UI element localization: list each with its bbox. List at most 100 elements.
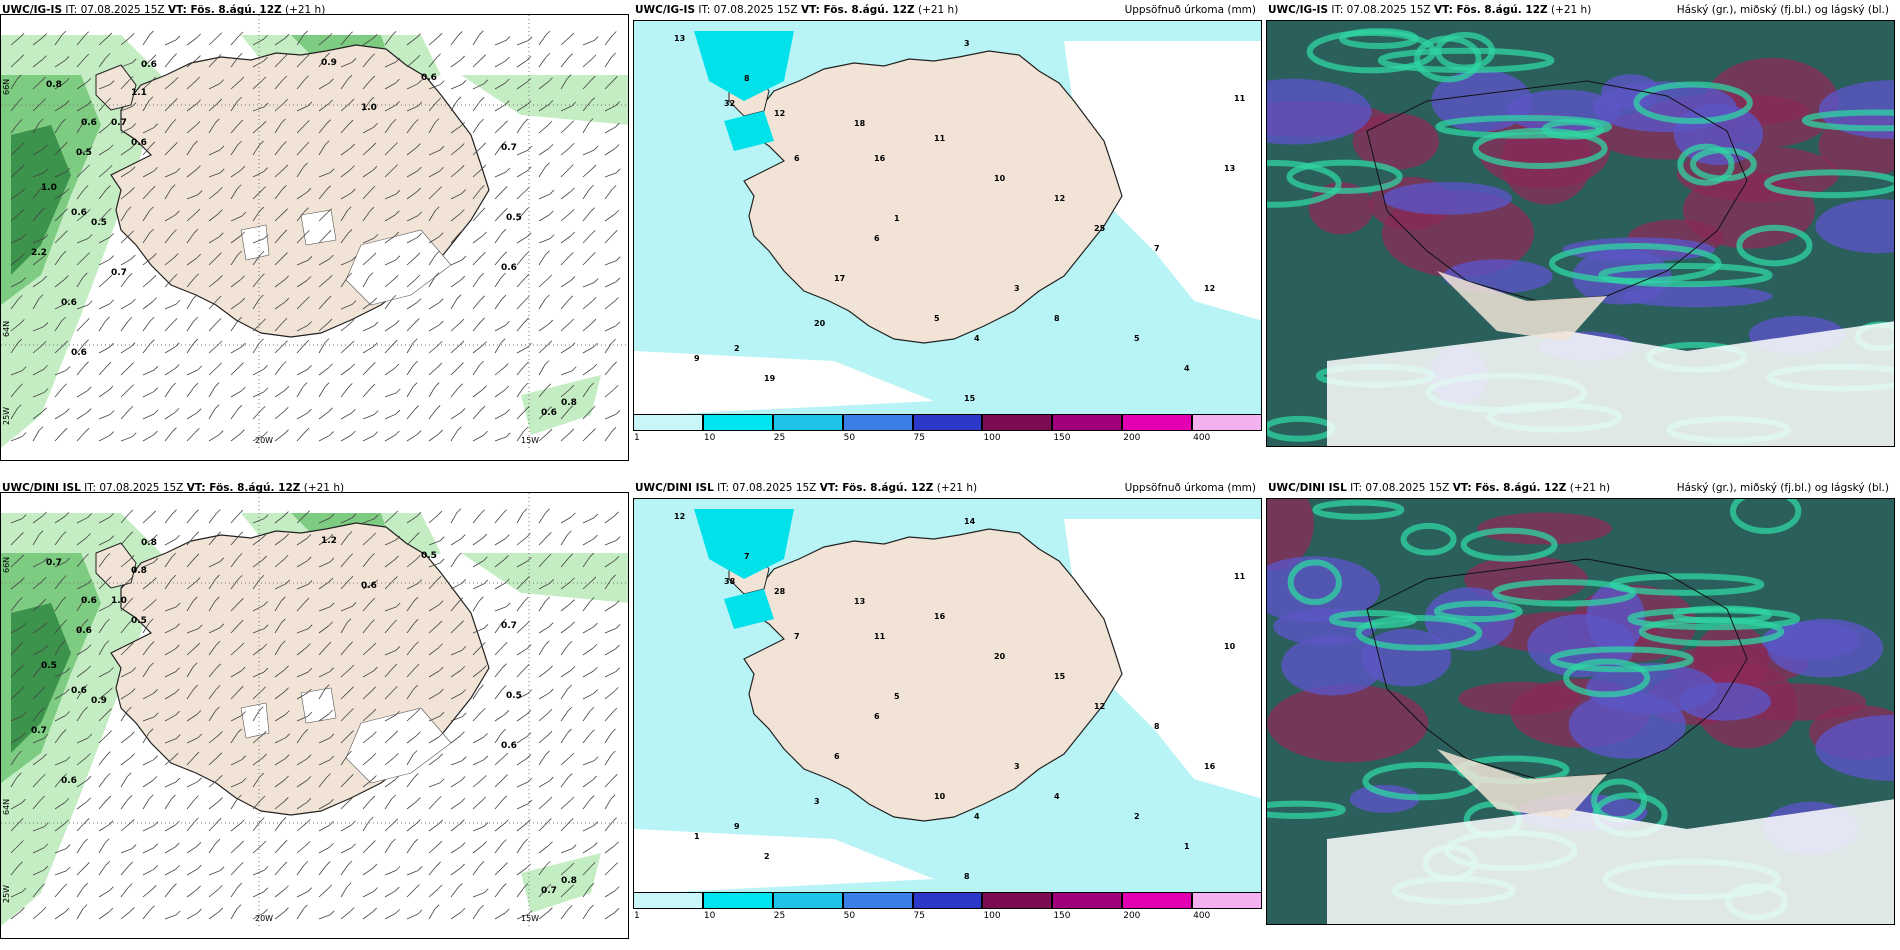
colorbar-tick: 100 xyxy=(983,433,1001,443)
colorbar-tick: 10 xyxy=(703,433,716,443)
map-canvas xyxy=(1267,499,1894,924)
panel-dini-wind: UWC/DINI ISL IT: 07.08.2025 15Z VT: Fös.… xyxy=(0,478,629,939)
colorbar-tick: 50 xyxy=(843,433,856,443)
precip-value: 0.8 xyxy=(131,566,147,576)
valid-time: VT: Fös. 8.ágú. 12Z xyxy=(1433,4,1548,16)
colorbar-tick: 25 xyxy=(773,911,786,921)
colorbar-segment xyxy=(633,892,703,909)
precip-value: 6 xyxy=(874,234,880,243)
colorbar-segment xyxy=(842,414,913,431)
panel-igis-precip: UWC/IG-IS IT: 07.08.2025 15Z VT: Fös. 8.… xyxy=(633,0,1262,447)
graticule xyxy=(1,493,628,926)
precip-value: 0.6 xyxy=(81,596,97,606)
lead-time: (+21 h) xyxy=(1569,482,1611,494)
precip-value: 0.5 xyxy=(76,148,92,158)
precip-value: 0.6 xyxy=(71,348,87,358)
colorbar-segment xyxy=(982,892,1053,909)
precip-value: 0.6 xyxy=(541,408,557,418)
init-time: IT: 07.08.2025 15Z xyxy=(1331,4,1431,16)
precip-value: 32 xyxy=(724,99,735,108)
heavy-precip xyxy=(694,509,794,629)
precip-value: 0.6 xyxy=(501,263,517,273)
precip-value: 0.8 xyxy=(561,398,577,408)
colorbar-segment xyxy=(912,414,983,431)
precip-value: 0.6 xyxy=(361,581,377,591)
clear-areas xyxy=(1327,321,1894,446)
precip-value: 3 xyxy=(1014,284,1020,293)
precip-value: 11 xyxy=(1234,572,1246,581)
precip-value: 0.7 xyxy=(111,268,127,278)
colorbar-segment xyxy=(633,414,703,431)
precip-value: 11 xyxy=(934,134,946,143)
colorbar-segment xyxy=(702,414,773,431)
panel-header: UWC/DINI ISL IT: 07.08.2025 15Z VT: Fös.… xyxy=(1266,478,1895,498)
panel-igis-wind: UWC/IG-IS IT: 07.08.2025 15Z VT: Fös. 8.… xyxy=(0,0,629,461)
colorbar-tick: 150 xyxy=(1053,911,1071,921)
wind-barbs xyxy=(10,508,621,920)
axis-labels: 20W 15W 66N 64N 25W xyxy=(2,557,539,923)
init-time: IT: 07.08.2025 15Z xyxy=(84,482,184,494)
precip-value: 1.1 xyxy=(131,88,147,98)
colorbar-tick: 150 xyxy=(1053,433,1071,443)
valid-time: VT: Fös. 8.ágú. 12Z xyxy=(800,4,915,16)
model-name: UWC/IG-IS xyxy=(2,4,63,16)
graticule xyxy=(1,15,628,448)
colorbar-tick: 50 xyxy=(843,911,856,921)
axis-labels: 20W 15W 66N 64N 25W xyxy=(2,79,539,445)
model-name: UWC/DINI ISL xyxy=(2,482,81,494)
colorbar-tick: 200 xyxy=(1123,433,1141,443)
precip-value: 16 xyxy=(874,154,886,163)
precip-value: 6 xyxy=(834,752,840,761)
init-time: IT: 07.08.2025 15Z xyxy=(698,4,798,16)
colorbar-tick: 75 xyxy=(913,433,925,443)
precip-value: 19 xyxy=(764,374,776,383)
colorbar-segment xyxy=(1192,892,1262,909)
colorbar-tick: 1 xyxy=(634,433,640,443)
precip-value: 3 xyxy=(1014,762,1020,771)
map-precip-dini: 14 12 7 38 28 13 16 11 20 15 12 8 10 4 6 3 2 1 9 7 5 3 4 2 1 16 10… xyxy=(633,498,1262,895)
map-canvas xyxy=(1267,21,1894,446)
colorbar-segment xyxy=(772,414,843,431)
precip-value: 4 xyxy=(1054,792,1060,801)
precip-value: 0.6 xyxy=(421,73,437,83)
panel-dini-cloud: UWC/DINI ISL IT: 07.08.2025 15Z VT: Fös.… xyxy=(1266,478,1895,925)
precip-value: 1 xyxy=(894,214,900,223)
map-cloud-igis xyxy=(1266,20,1895,447)
axis-label-lon_a: 20W xyxy=(255,914,273,923)
colorbar-segment xyxy=(912,892,983,909)
precip-value: 12 xyxy=(1054,194,1065,203)
precip-value: 1.2 xyxy=(321,536,337,546)
precip-value: 11 xyxy=(874,632,886,641)
wind-barbs xyxy=(10,30,621,442)
precip-value: 5 xyxy=(934,314,940,323)
precip-value: 0.7 xyxy=(46,558,62,568)
no-precip-areas xyxy=(634,519,1261,894)
colorbar-segment xyxy=(982,414,1053,431)
precip-value: 1.0 xyxy=(111,596,127,606)
precip-value: 10 xyxy=(994,174,1006,183)
valid-time: VT: Fös. 8.ágú. 12Z xyxy=(1452,482,1567,494)
precip-value: 4 xyxy=(1184,364,1190,373)
precip-value: 0.6 xyxy=(71,686,87,696)
map-canvas: 20W 15W66N64N25W0.60.80.70.51.02.20.51.10… xyxy=(1,15,628,448)
precip-value: 0.5 xyxy=(91,218,107,228)
panel-right-title: Uppsöfnuð úrkoma (mm) xyxy=(1124,4,1256,16)
map-wind-dini: 20W 15W 66N 64N 25W 0.8 0.7 1.0 0.6 0.5 0.7 0.9 0.8 1… xyxy=(0,492,629,939)
precip-value: 0.7 xyxy=(541,886,557,896)
panel-igis-cloud: UWC/IG-IS IT: 07.08.2025 15Z VT: Fös. 8.… xyxy=(1266,0,1895,447)
heavy-precip xyxy=(694,31,794,151)
panel-header: UWC/DINI ISL IT: 07.08.2025 15Z VT: Fös.… xyxy=(633,478,1262,498)
iceland-outline xyxy=(1366,80,1748,341)
panel-header: UWC/DINI ISL IT: 07.08.2025 15Z VT: Fös.… xyxy=(0,478,629,498)
panel-dini-precip: UWC/DINI ISL IT: 07.08.2025 15Z VT: Fös.… xyxy=(633,478,1262,925)
precip-value-labels: 0.8 0.7 1.0 0.6 0.5 0.7 0.9 0.8 1.2 0.6 0.5 0.7 0.5 0… xyxy=(31,536,577,896)
axis-label-lon_b: 15W xyxy=(521,914,539,923)
precip-value: 20 xyxy=(994,652,1006,661)
map-canvas: 3138321218111610122575417201992613854121… xyxy=(634,21,1261,416)
precip-value: 25 xyxy=(1094,224,1106,233)
precip-value: 12 xyxy=(674,512,685,521)
precip-value: 3 xyxy=(964,39,970,48)
axis-label-lon_b: 15W xyxy=(521,436,539,445)
precip-value: 0.6 xyxy=(71,208,87,218)
precip-value: 12 xyxy=(774,109,785,118)
